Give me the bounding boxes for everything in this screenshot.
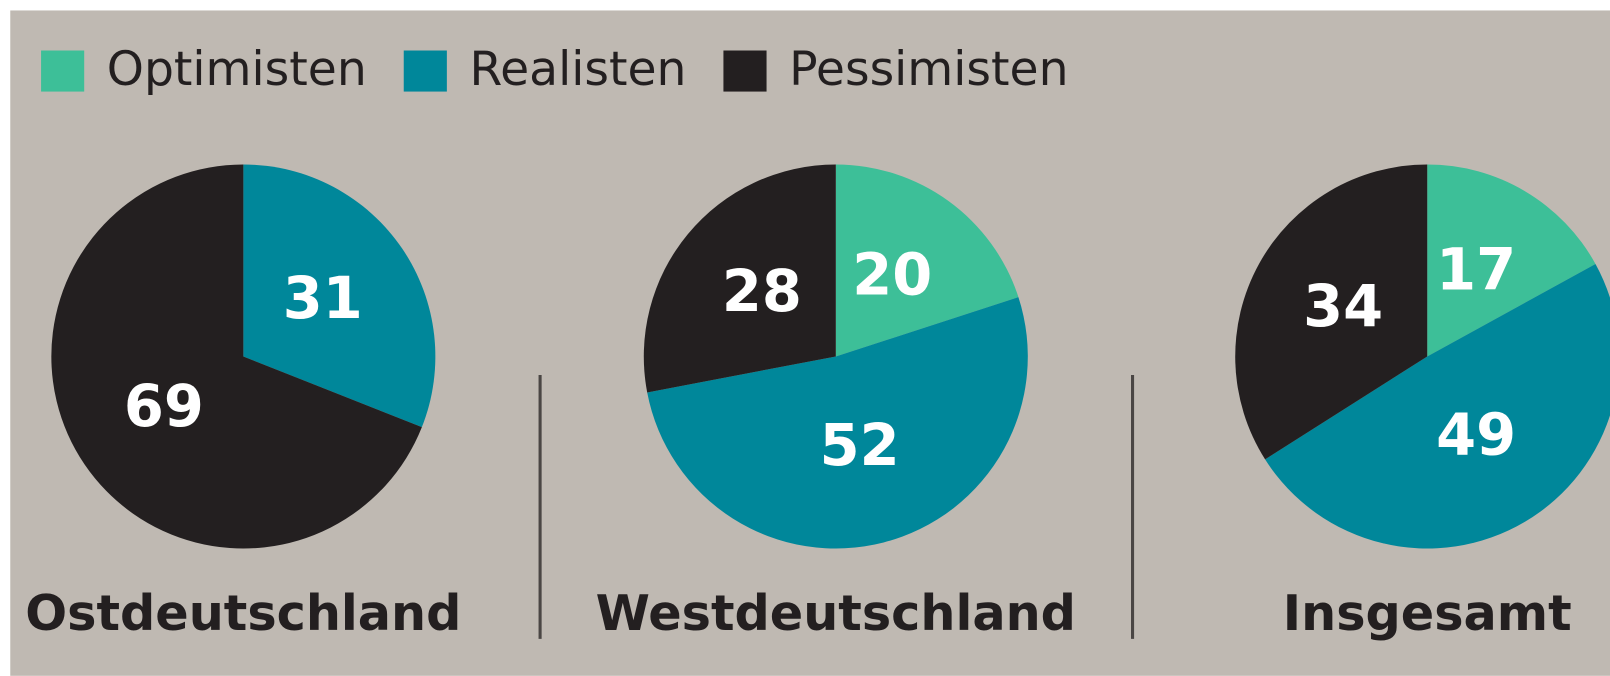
pie-slice [835, 164, 1019, 357]
data-label: 34 [1303, 273, 1383, 340]
pie-slice [643, 164, 836, 393]
pie-slice [1427, 164, 1596, 357]
data-label: 52 [820, 412, 900, 479]
data-label: 49 [1436, 402, 1516, 469]
pie-slice [51, 164, 422, 549]
pie-slice [647, 297, 1028, 549]
pie-slice [1235, 164, 1428, 460]
legend-swatch [41, 50, 85, 92]
data-label: 17 [1436, 236, 1516, 303]
chart-title: Westdeutschland [596, 584, 1076, 642]
legend-swatch [723, 50, 767, 92]
pie-slice [1265, 263, 1610, 549]
data-label: 31 [283, 265, 363, 332]
legend-label: Pessimisten [789, 42, 1068, 97]
legend-swatch [403, 50, 447, 92]
chart-title: Ostdeutschland [25, 584, 461, 642]
pie-slice [243, 164, 436, 428]
chart-title: Insgesamt [1283, 584, 1572, 642]
legend-label: Optimisten [107, 42, 367, 97]
legend-label: Realisten [469, 42, 686, 97]
data-label: 20 [852, 241, 932, 308]
data-label: 69 [124, 373, 204, 440]
data-label: 28 [722, 258, 802, 325]
